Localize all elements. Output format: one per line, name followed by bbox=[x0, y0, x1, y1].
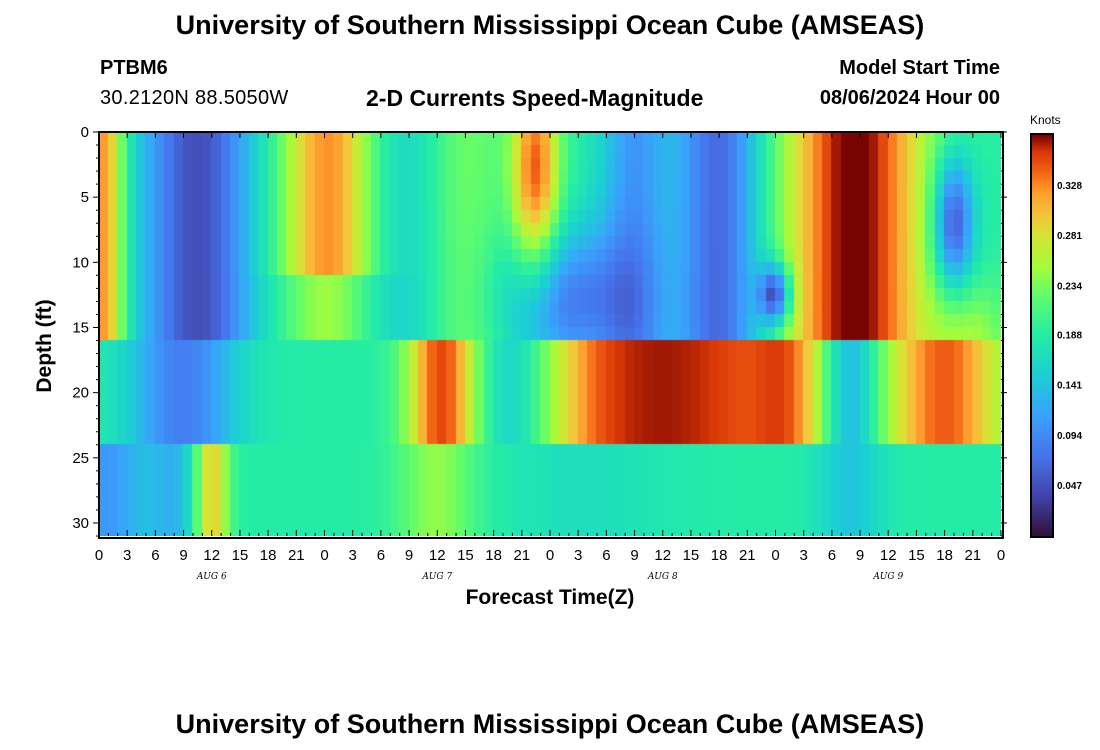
day-label: AUG 8 bbox=[647, 572, 678, 582]
model-start-date: 08/06/2024 Hour 00 bbox=[819, 87, 1000, 109]
colorbar-tick-label: 0.141 bbox=[1057, 381, 1082, 392]
y-tick-label: 25 bbox=[72, 450, 89, 467]
x-tick-label: 18 bbox=[711, 547, 728, 564]
chart-title-top: University of Southern Mississippi Ocean… bbox=[175, 10, 925, 40]
y-tick-label: 30 bbox=[72, 515, 89, 532]
x-tick-label: 9 bbox=[856, 547, 864, 564]
x-tick-label: 0 bbox=[997, 547, 1005, 564]
model-start-label: Model Start Time bbox=[839, 57, 1000, 79]
x-tick-label: 18 bbox=[260, 547, 277, 564]
day-labels: AUG 6 AUG 7 AUG 8 AUG 9 bbox=[196, 572, 904, 582]
y-axis-ticks: 0 5 10 15 20 25 30 bbox=[72, 124, 1007, 537]
plot-subtitle: 2-D Currents Speed-Magnitude bbox=[366, 85, 704, 111]
station-id: PTBM6 bbox=[100, 57, 168, 79]
x-tick-label: 3 bbox=[800, 547, 808, 564]
x-tick-label: 0 bbox=[546, 547, 554, 564]
x-tick-label: 15 bbox=[683, 547, 700, 564]
x-tick-label: 3 bbox=[574, 547, 582, 564]
y-tick-label: 0 bbox=[81, 124, 89, 141]
x-tick-label: 6 bbox=[151, 547, 159, 564]
colorbar-tick-label: 0.188 bbox=[1057, 330, 1082, 341]
x-axis-ticks: 0 3 6 9 12 15 18 21 0 3 6 9 12 15 18 21 0 3 6 9 12 15 18 21 0 3 6 9… bbox=[95, 132, 1005, 564]
colorbar-tick-label: 0.281 bbox=[1057, 231, 1082, 242]
x-tick-label: 15 bbox=[232, 547, 249, 564]
x-axis-label: Forecast Time(Z) bbox=[465, 586, 635, 609]
colorbar-tick-label: 0.328 bbox=[1057, 181, 1082, 192]
chart-title-bottom: University of Southern Mississippi Ocean… bbox=[175, 709, 925, 739]
colorbar-tick-label: 0.234 bbox=[1057, 281, 1082, 292]
x-tick-label: 12 bbox=[654, 547, 671, 564]
y-tick-label: 15 bbox=[72, 319, 89, 336]
day-label: AUG 6 bbox=[196, 572, 227, 582]
x-tick-label: 12 bbox=[203, 547, 220, 564]
x-tick-label: 9 bbox=[630, 547, 638, 564]
station-location: 30.2120N 88.5050W bbox=[100, 87, 289, 109]
x-tick-label: 6 bbox=[602, 547, 610, 564]
x-tick-label: 9 bbox=[405, 547, 413, 564]
x-tick-label: 18 bbox=[485, 547, 502, 564]
x-tick-label: 12 bbox=[880, 547, 897, 564]
x-tick-label: 21 bbox=[513, 547, 530, 564]
y-tick-label: 10 bbox=[72, 254, 89, 271]
x-tick-label: 15 bbox=[457, 547, 474, 564]
x-tick-label: 0 bbox=[95, 547, 103, 564]
x-tick-label: 6 bbox=[377, 547, 385, 564]
colorbar-tick-label: 0.094 bbox=[1057, 431, 1082, 442]
x-tick-label: 21 bbox=[288, 547, 305, 564]
x-tick-label: 12 bbox=[429, 547, 446, 564]
x-tick-label: 21 bbox=[739, 547, 756, 564]
y-tick-label: 20 bbox=[72, 385, 89, 402]
y-axis-label: Depth (ft) bbox=[33, 299, 56, 393]
x-tick-label: 3 bbox=[123, 547, 131, 564]
x-tick-label: 6 bbox=[828, 547, 836, 564]
day-label: AUG 7 bbox=[421, 572, 452, 582]
x-tick-label: 3 bbox=[349, 547, 357, 564]
colorbar-ticks: 0.047 0.094 0.141 0.188 0.234 0.281 0.328 bbox=[1050, 181, 1082, 492]
current-speed-heatmap bbox=[99, 132, 1001, 536]
x-tick-label: 18 bbox=[936, 547, 953, 564]
x-tick-label: 15 bbox=[908, 547, 925, 564]
x-tick-label: 0 bbox=[320, 547, 328, 564]
plot-frame bbox=[98, 131, 1004, 539]
x-tick-label: 21 bbox=[964, 547, 981, 564]
x-tick-label: 9 bbox=[179, 547, 187, 564]
colorbar-tick-label: 0.047 bbox=[1057, 481, 1082, 492]
day-label: AUG 9 bbox=[872, 572, 903, 582]
y-tick-label: 5 bbox=[81, 189, 89, 206]
colorbar bbox=[1030, 133, 1054, 538]
x-tick-label: 0 bbox=[771, 547, 779, 564]
colorbar-title: Knots bbox=[1030, 113, 1061, 127]
